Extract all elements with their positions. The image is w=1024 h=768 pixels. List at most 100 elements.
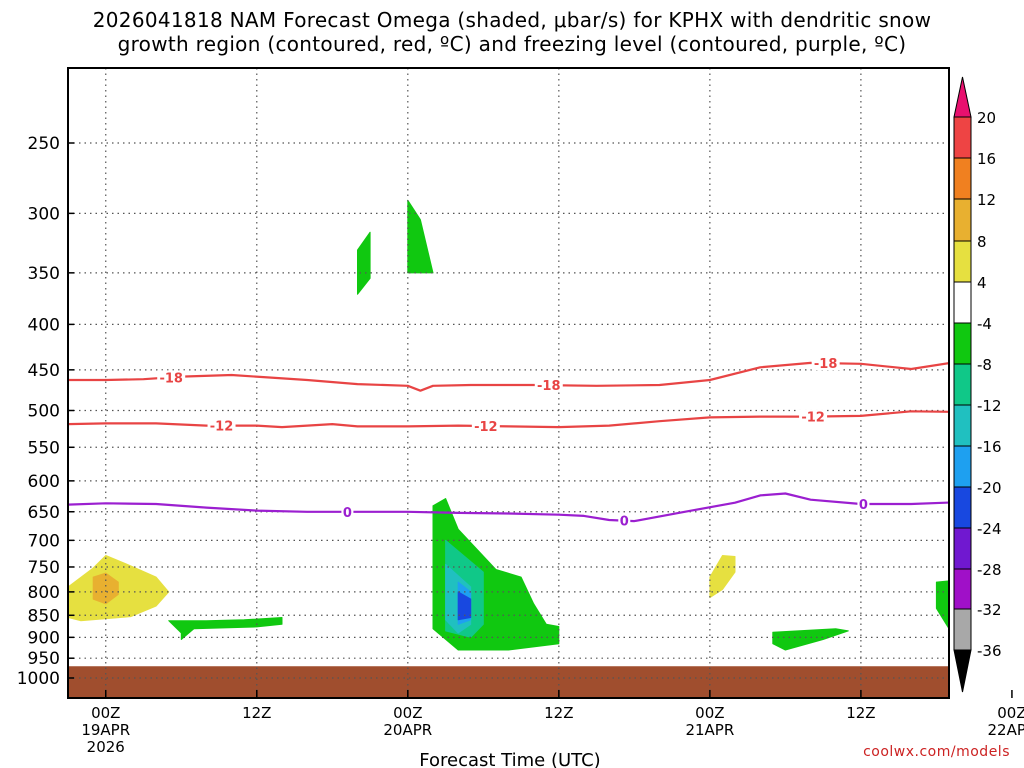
y-tick-label-450: 450 bbox=[28, 361, 60, 381]
colorbar-label-13: -36 bbox=[977, 642, 1002, 660]
contour-label-0-2: -18 bbox=[814, 357, 838, 372]
y-tick-label-550: 550 bbox=[28, 438, 60, 458]
colorbar-label-6: -8 bbox=[977, 356, 992, 374]
colorbar-label-10: -24 bbox=[977, 520, 1002, 538]
contour-label-bg-2-0 bbox=[341, 504, 354, 519]
y-tick-label-700: 700 bbox=[28, 531, 60, 551]
contour-label-bg-2-2 bbox=[857, 496, 870, 511]
y-tick-label-750: 750 bbox=[28, 558, 60, 578]
x-tick-year-0: 2026 bbox=[87, 738, 125, 756]
contour-label-0-1: -18 bbox=[537, 379, 561, 394]
colorbar-label-2: 12 bbox=[977, 191, 996, 209]
y-tick-label-600: 600 bbox=[28, 472, 60, 492]
y-tick-label-250: 250 bbox=[28, 134, 60, 154]
x-tick-label-4: 00Z bbox=[695, 704, 724, 722]
grid-lines bbox=[68, 68, 949, 698]
contour-label-bg-1-1 bbox=[471, 419, 500, 434]
contour-label-2-0: 0 bbox=[343, 506, 352, 521]
colorbar-swatch-11 bbox=[953, 568, 972, 610]
colorbar-label-3: 8 bbox=[977, 233, 987, 251]
contour-label-bg-0-0 bbox=[157, 370, 186, 385]
omega-region-1 bbox=[92, 572, 119, 605]
title-line-2: growth region (contoured, red, ºC) and f… bbox=[117, 32, 907, 56]
contour-label-1-0: -12 bbox=[210, 420, 234, 435]
omega-region-4 bbox=[168, 617, 283, 640]
title-line-1: 2026041818 NAM Forecast Omega (shaded, μ… bbox=[92, 8, 932, 32]
contour-line-1 bbox=[68, 410, 949, 429]
contour-label-bg-2-1 bbox=[618, 513, 631, 528]
x-tick-label-3: 12Z bbox=[544, 704, 573, 722]
colorbar-swatch-3 bbox=[953, 240, 972, 283]
colorbar-label-8: -16 bbox=[977, 438, 1002, 456]
colorbar-swatch-1 bbox=[953, 157, 972, 200]
colorbar-swatch-4 bbox=[953, 281, 972, 324]
x-tick-label-6: 00Z bbox=[997, 704, 1024, 722]
terrain-layer bbox=[68, 666, 949, 698]
colorbar-swatch-9 bbox=[953, 486, 972, 529]
omega-region-13 bbox=[935, 580, 949, 630]
y-tick-label-350: 350 bbox=[28, 264, 60, 284]
colorbar-label-0: 20 bbox=[977, 109, 996, 127]
x-tick-date-2: 20APR bbox=[383, 721, 432, 739]
colorbar-swatch-12 bbox=[953, 608, 972, 651]
contour-lines: -18 -18 -18 -12 -12 -12 0 0 0 bbox=[68, 356, 949, 530]
omega-region-6 bbox=[407, 199, 434, 274]
y-tick-label-500: 500 bbox=[28, 402, 60, 422]
chart-title: 2026041818 NAM Forecast Omega (shaded, μ… bbox=[0, 8, 1024, 56]
contour-label-bg-0-1 bbox=[534, 378, 563, 393]
y-tick-label-850: 850 bbox=[28, 606, 60, 626]
y-tick-label-400: 400 bbox=[28, 315, 60, 335]
y-axis: 2503003504004505005506006507007508008509… bbox=[17, 134, 74, 689]
colorbar-swatch-6 bbox=[953, 363, 972, 406]
omega-regions bbox=[68, 199, 949, 651]
x-tick-label-2: 00Z bbox=[393, 704, 422, 722]
x-tick-label-5: 12Z bbox=[846, 704, 875, 722]
y-tick-label-900: 900 bbox=[28, 628, 60, 648]
colorbar-label-5: -4 bbox=[977, 315, 992, 333]
contour-label-bg-0-2 bbox=[811, 356, 840, 371]
x-tick-date-6: 22APR bbox=[988, 721, 1024, 739]
colorbar-swatch-8 bbox=[953, 445, 972, 488]
x-tick-label-1: 12Z bbox=[242, 704, 271, 722]
plot-frame bbox=[67, 67, 950, 699]
colorbar-cap-top bbox=[953, 76, 972, 118]
colorbar-swatch-7 bbox=[953, 404, 972, 447]
colorbar-swatch-5 bbox=[953, 322, 972, 365]
omega-region-2 bbox=[709, 555, 736, 599]
contour-label-2-2: 0 bbox=[859, 498, 868, 513]
colorbar-label-11: -28 bbox=[977, 561, 1002, 579]
colorbar-swatch-10 bbox=[953, 527, 972, 570]
colorbar-swatch-2 bbox=[953, 198, 972, 242]
colorbar-label-4: 4 bbox=[977, 274, 987, 292]
contour-label-bg-1-2 bbox=[799, 409, 828, 424]
colorbar-label-1: 16 bbox=[977, 150, 996, 168]
y-tick-label-300: 300 bbox=[28, 204, 60, 224]
colorbar-label-9: -20 bbox=[977, 479, 1002, 497]
y-tick-label-950: 950 bbox=[28, 649, 60, 669]
colorbar-label-7: -12 bbox=[977, 397, 1002, 415]
contour-label-0-0: -18 bbox=[159, 371, 183, 386]
contour-line-0 bbox=[68, 361, 949, 392]
y-tick-label-800: 800 bbox=[28, 583, 60, 603]
omega-region-5 bbox=[357, 231, 371, 295]
x-tick-date-4: 21APR bbox=[685, 721, 734, 739]
terrain-fill bbox=[68, 666, 949, 698]
omega-region-12 bbox=[772, 628, 849, 651]
colorbar-cap-bottom bbox=[953, 649, 972, 693]
contour-label-1-1: -12 bbox=[474, 420, 498, 435]
y-tick-label-650: 650 bbox=[28, 503, 60, 523]
contour-label-1-2: -12 bbox=[801, 411, 825, 426]
x-tick-date-0: 19APR bbox=[81, 721, 130, 739]
y-tick-label-1000: 1000 bbox=[17, 669, 60, 689]
colorbar: 20 16 12 8 4 -4 -8 -12 -16 -20 -24 -28 -32 -36 bbox=[953, 76, 1002, 693]
omega-region-11 bbox=[457, 591, 472, 621]
x-tick-label-0: 00Z bbox=[91, 704, 120, 722]
credit-text: coolwx.com/models bbox=[863, 744, 1010, 760]
contour-label-bg-1-0 bbox=[207, 418, 236, 433]
contour-label-2-1: 0 bbox=[620, 515, 629, 530]
colorbar-swatch-0 bbox=[953, 116, 972, 159]
colorbar-label-12: -32 bbox=[977, 601, 1002, 619]
x-axis-label: Forecast Time (UTC) bbox=[419, 750, 600, 768]
